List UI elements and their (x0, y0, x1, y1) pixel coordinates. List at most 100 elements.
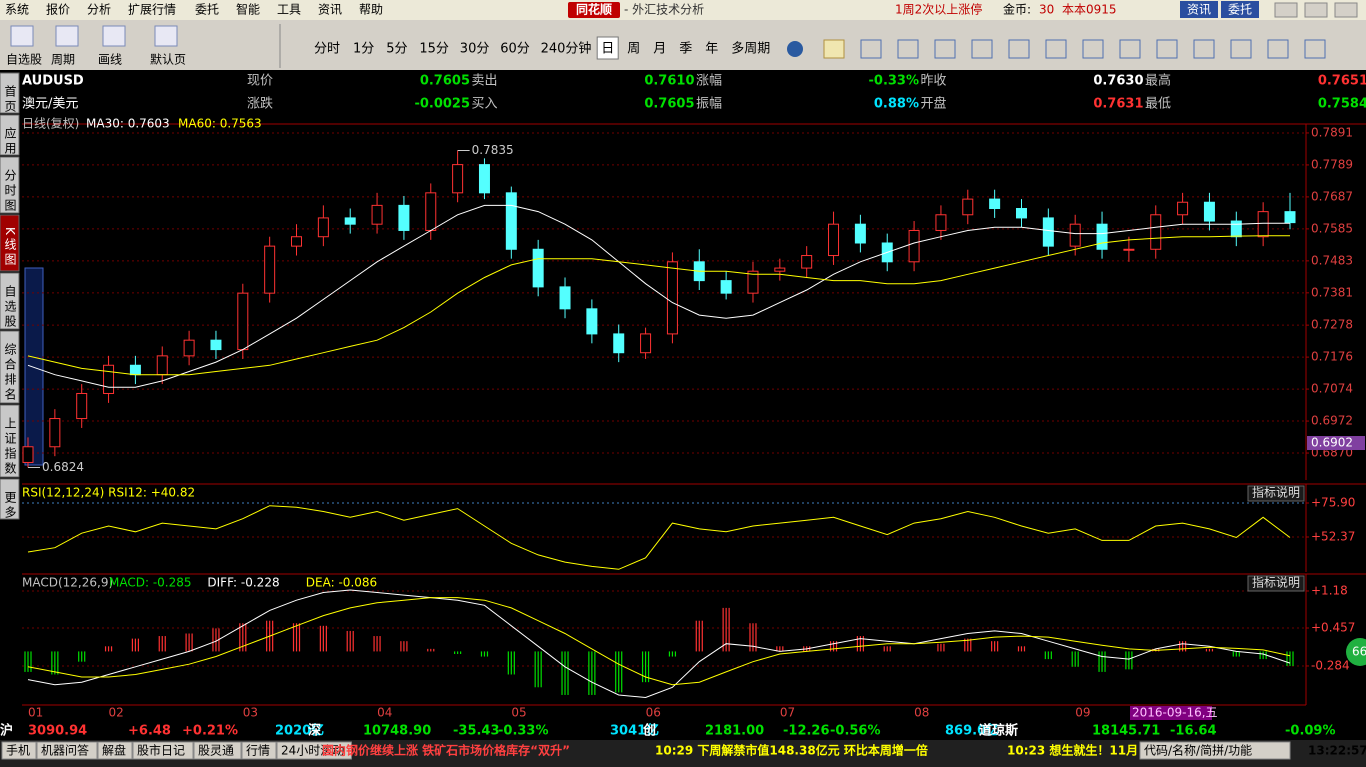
window-control[interactable] (1334, 2, 1358, 18)
period-button[interactable]: 5分 (386, 42, 407, 57)
period-button[interactable]: 多周期 (731, 41, 770, 57)
sidebar-tab-label[interactable]: 自选股 (3, 285, 17, 330)
status-tab[interactable] (36, 741, 98, 760)
tool-icon[interactable] (55, 25, 79, 47)
status-tab-label[interactable]: 手机 (6, 744, 30, 758)
coin-value: 30 (1039, 3, 1054, 17)
status-tab[interactable] (1, 741, 37, 760)
status-tab[interactable] (241, 741, 277, 760)
sidebar-tab-label[interactable]: 上证指数 (3, 417, 17, 477)
period-button[interactable]: 年 (705, 42, 718, 57)
sidebar-tab[interactable] (0, 272, 20, 330)
period-button[interactable]: 日 (601, 42, 614, 57)
draw-tool[interactable] (1193, 39, 1215, 59)
menu-button-label[interactable]: 委托 (1228, 3, 1252, 17)
sidebar-tab[interactable] (0, 72, 20, 114)
badge-label[interactable]: 66 (1352, 645, 1366, 659)
draw-tool[interactable] (934, 39, 956, 59)
menu-item[interactable]: 资讯 (318, 3, 342, 17)
candle-body (22, 446, 34, 463)
sidebar-tab-label[interactable]: K线图 (3, 227, 17, 268)
sidebar-tab[interactable] (0, 478, 20, 520)
period-button[interactable]: 周 (627, 42, 640, 57)
badge[interactable] (1346, 638, 1366, 666)
menu-item[interactable]: 分析 (87, 3, 111, 17)
sidebar-tab-label[interactable]: 更多 (3, 491, 17, 521)
menu-item[interactable]: 智能 (236, 2, 260, 17)
draw-tool[interactable] (1082, 39, 1104, 59)
indicator-button[interactable] (1247, 575, 1305, 592)
index-item: -0.09% (1285, 724, 1336, 739)
period-button[interactable]: 季 (679, 42, 692, 57)
indicator-button-label[interactable]: 指标说明 (1252, 575, 1300, 590)
draw-tool[interactable] (1304, 39, 1326, 59)
sidebar-tab-label[interactable]: 首页 (3, 85, 17, 115)
window-control[interactable] (1304, 2, 1328, 18)
draw-tool[interactable] (1119, 39, 1141, 59)
quote-value: 0.7584 (1318, 97, 1366, 112)
status-tab[interactable] (193, 741, 242, 760)
news-item[interactable]: 国内钢价继续上涨 铁矿石市场价格库存“双升” (322, 743, 570, 758)
status-tab-label[interactable]: 解盘 (102, 743, 126, 758)
sidebar-tab[interactable] (0, 214, 20, 272)
draw-tool[interactable] (1008, 39, 1030, 59)
status-tab[interactable] (276, 741, 352, 760)
draw-tool[interactable] (1045, 39, 1067, 59)
sidebar-tab-label[interactable]: 应用 (3, 126, 17, 157)
sidebar-tab-label[interactable]: 分时图 (3, 169, 17, 214)
status-tab[interactable] (132, 741, 194, 760)
search-placeholder[interactable]: 代码/名称/简拼/功能 (1144, 743, 1252, 758)
status-tab-label[interactable]: 行情 (246, 744, 270, 758)
period-button[interactable]: 月 (653, 42, 666, 57)
window-control[interactable] (1274, 2, 1298, 18)
draw-tool[interactable] (1267, 39, 1289, 59)
status-tab-label[interactable]: 股灵通 (198, 744, 234, 758)
tool-icon[interactable] (102, 25, 126, 47)
status-tab-label[interactable]: 机器问答 (41, 743, 89, 758)
draw-tool[interactable] (971, 39, 993, 59)
menu-button-label[interactable]: 资讯 (1187, 3, 1211, 17)
menu-item[interactable]: 扩展行情 (128, 3, 176, 17)
draw-tool[interactable] (1230, 39, 1252, 59)
search-box[interactable] (1139, 741, 1291, 760)
tool-label[interactable]: 自选股 (6, 53, 42, 67)
sidebar-tab[interactable] (0, 156, 20, 214)
status-tab-label[interactable]: 股市日记 (137, 743, 185, 758)
indicator-button[interactable] (1247, 485, 1305, 502)
menu-item[interactable]: 帮助 (359, 3, 383, 17)
sidebar-tab[interactable] (0, 404, 20, 478)
news-item[interactable]: 10:29 下周解禁市值148.38亿元 环比本周增一倍 (655, 743, 928, 758)
tool-label[interactable]: 画线 (98, 53, 122, 67)
tool-icon[interactable] (154, 25, 178, 47)
draw-tool[interactable] (1156, 39, 1178, 59)
menu-item[interactable]: 工具 (277, 3, 301, 17)
draw-tool[interactable] (860, 39, 882, 59)
period-button[interactable]: 240分钟 (541, 41, 592, 57)
settings-icon[interactable] (787, 41, 803, 57)
news-item[interactable]: 10:23 想生就生！11月 (1007, 743, 1138, 758)
candle-body (210, 339, 222, 351)
draw-tool[interactable] (823, 39, 845, 59)
sidebar-tab[interactable] (0, 114, 20, 156)
sidebar-tab[interactable] (0, 330, 20, 404)
status-tab[interactable] (97, 741, 133, 760)
indicator-button-label[interactable]: 指标说明 (1252, 485, 1300, 500)
index-item: +6.48 (128, 724, 171, 739)
menu-item[interactable]: 报价 (46, 2, 70, 17)
menu-button[interactable] (1180, 1, 1218, 18)
menu-button[interactable] (1221, 1, 1259, 18)
menu-item[interactable]: 系统 (5, 3, 29, 17)
tool-icon[interactable] (10, 25, 34, 47)
period-button[interactable]: 60分 (500, 42, 530, 57)
notice[interactable]: 1周2次以上涨停 (895, 2, 982, 17)
tool-label[interactable]: 默认页 (150, 52, 186, 67)
period-button[interactable]: 1分 (353, 42, 374, 57)
period-button[interactable]: 30分 (460, 42, 490, 57)
menu-item[interactable]: 委托 (195, 3, 219, 17)
period-button[interactable]: 15分 (419, 42, 449, 57)
draw-tool[interactable] (897, 39, 919, 59)
period-button[interactable]: 分时 (314, 42, 340, 57)
sidebar-tab-label[interactable]: 综合排名 (3, 343, 17, 403)
status-tab-label[interactable]: 24小时滚动 (281, 743, 344, 758)
tool-label[interactable]: 周期 (51, 53, 75, 67)
